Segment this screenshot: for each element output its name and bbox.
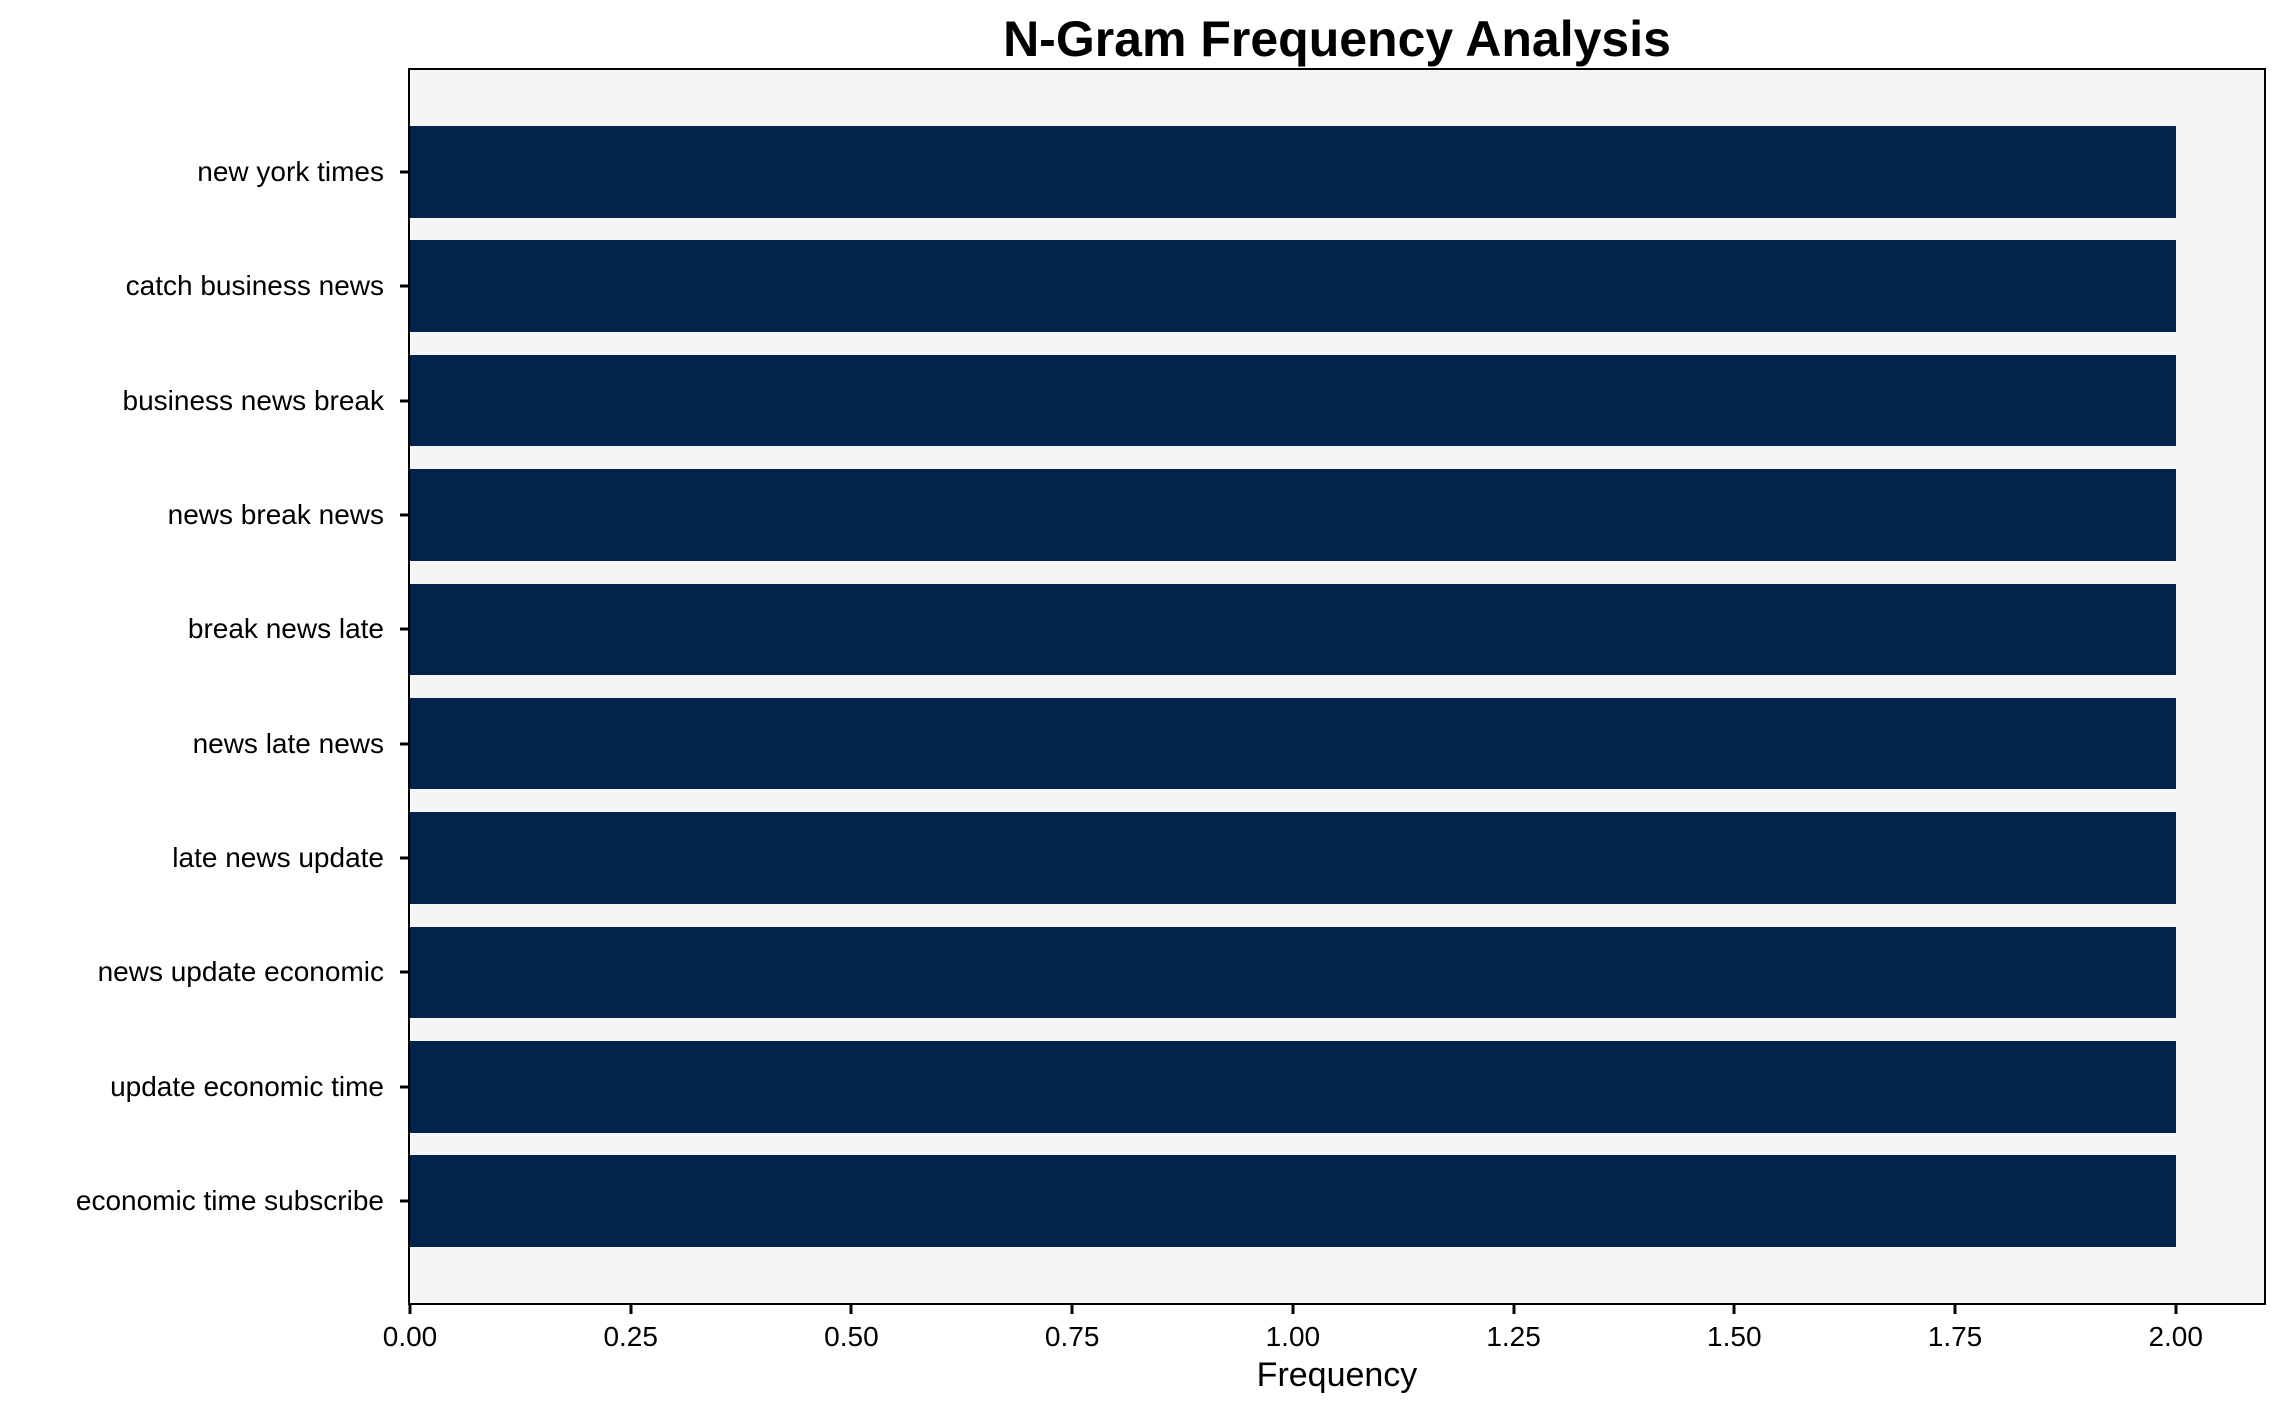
y-tick-mark [400, 170, 410, 174]
y-tick-mark [400, 1199, 410, 1203]
bar [410, 1155, 2176, 1247]
y-tick-label: late news update [172, 842, 384, 874]
y-tick-mark [400, 513, 410, 517]
y-tick-label: news late news [192, 727, 384, 759]
plot-area: new york times catch business news busines… [76, 68, 2266, 1352]
x-tick-label: 1.50 [1707, 1321, 1762, 1352]
bar [410, 240, 2176, 332]
y-tick-mark [400, 284, 410, 288]
x-tick-mark [1070, 1303, 1074, 1314]
bar [410, 1041, 2176, 1133]
x-tick-mark [1732, 1303, 1736, 1314]
bar [410, 697, 2176, 790]
y-tick-label: economic time subscribe [75, 1185, 384, 1217]
y-tick-mark [400, 856, 410, 860]
x-tick-mark [849, 1303, 853, 1314]
x-tick-label: 1.00 [1265, 1321, 1321, 1352]
bar [410, 469, 2176, 561]
x-tick-mark [1291, 1303, 1295, 1314]
x-tick-label: 0.75 [1044, 1321, 1100, 1352]
y-tick-label: update economic time [110, 1070, 384, 1102]
x-tick-mark [629, 1303, 633, 1314]
chart-title: N-Gram Frequency Analysis [1003, 11, 1671, 67]
x-tick-mark [1512, 1303, 1516, 1314]
y-tick-mark [400, 399, 410, 403]
x-tick-mark [1953, 1303, 1957, 1314]
x-tick-label: 1.75 [1927, 1321, 1983, 1352]
x-tick-label: 0.25 [603, 1321, 658, 1352]
y-tick-label: break news late [187, 613, 384, 645]
y-tick-label: news break news [167, 498, 384, 530]
y-tick-label: news update economic [97, 956, 384, 988]
x-tick-mark [408, 1303, 412, 1314]
x-tick-label: 0.50 [824, 1321, 879, 1352]
y-tick-label: business news break [122, 384, 384, 416]
x-axis-label: Frequency [1256, 1356, 1418, 1394]
y-tick-label: catch business news [125, 270, 384, 302]
bar [410, 354, 2176, 447]
bar [410, 812, 2176, 904]
x-tick-mark [2174, 1303, 2178, 1314]
x-tick-label: 0.00 [382, 1321, 438, 1352]
y-tick-mark [400, 1085, 410, 1089]
bar [410, 583, 2176, 676]
x-tick-label: 2.00 [2148, 1321, 2203, 1352]
bar [410, 926, 2176, 1019]
bar [410, 126, 2176, 218]
y-tick-mark [400, 970, 410, 974]
y-tick-label: new york times [197, 155, 384, 187]
y-tick-mark [400, 627, 410, 631]
x-tick-label: 1.25 [1486, 1321, 1541, 1352]
y-tick-mark [400, 742, 410, 746]
